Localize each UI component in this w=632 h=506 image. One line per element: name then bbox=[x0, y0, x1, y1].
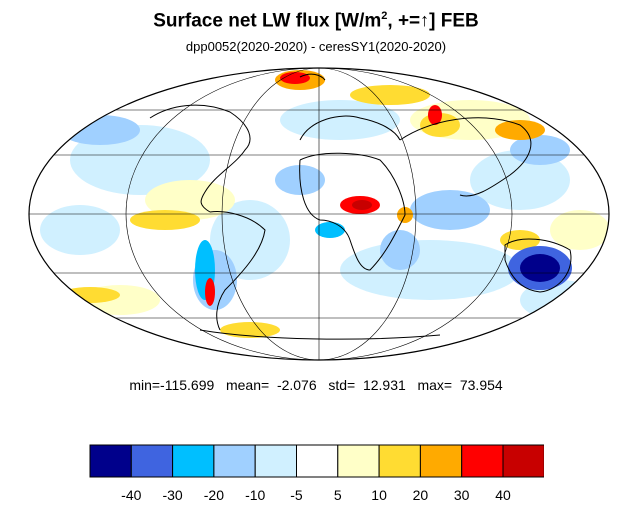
colorbar bbox=[89, 444, 544, 478]
world-map bbox=[28, 67, 610, 361]
colorbar-tick-label: 20 bbox=[412, 487, 429, 503]
colorbar-box bbox=[378, 444, 421, 478]
map-subtitle: dpp0052(2020-2020) - ceresSY1(2020-2020) bbox=[185, 39, 447, 54]
colorbar-tick-label: 40 bbox=[495, 487, 511, 503]
colorbar-box bbox=[461, 444, 504, 478]
australia-anomaly bbox=[508, 246, 572, 290]
graticule bbox=[29, 68, 609, 360]
max-label: max= bbox=[417, 377, 453, 393]
min-label: min= bbox=[129, 377, 161, 393]
title-tail: ] FEB bbox=[429, 10, 479, 32]
min-value: -115.699 bbox=[160, 377, 215, 393]
colorbar-tick-label: 30 bbox=[453, 487, 470, 503]
title-superscript: 2 bbox=[381, 10, 388, 22]
coastlines bbox=[149, 73, 572, 340]
map-title: Surface net LW flux [W/m2, +=↑] FEB bbox=[0, 10, 632, 32]
colorbar-tick-label: 5 bbox=[333, 487, 342, 503]
mean-label: mean= bbox=[225, 377, 270, 393]
mean-value: -2.076 bbox=[276, 377, 317, 393]
colorbar-box bbox=[89, 444, 132, 478]
colorbar-tick-label: 10 bbox=[371, 487, 387, 503]
title-suffix: , += bbox=[387, 10, 421, 32]
colorbar-box bbox=[130, 444, 174, 478]
colorbar-box bbox=[419, 444, 463, 478]
colorbar-tick-label: -40 bbox=[121, 487, 142, 503]
map-outline bbox=[28, 67, 610, 361]
statistics-line: min=-115.699 mean= -2.076 std= 12.931 ma… bbox=[0, 377, 632, 393]
colorbar-box bbox=[337, 444, 380, 478]
title-text: Surface net LW flux [W/m bbox=[153, 10, 382, 32]
colorbar-tick-label: -10 bbox=[245, 487, 266, 503]
up-arrow-icon: ↑ bbox=[420, 10, 430, 31]
colorbar-box bbox=[213, 444, 256, 478]
colorbar-box bbox=[296, 444, 339, 478]
colorbar-box bbox=[172, 444, 215, 478]
colorbar-box bbox=[254, 444, 297, 478]
colorbar-tick-label: -20 bbox=[203, 487, 225, 503]
colorbar-box bbox=[502, 444, 544, 478]
std-value: 12.931 bbox=[362, 377, 406, 393]
colorbar-tick-label: -30 bbox=[162, 487, 183, 503]
max-value: 73.954 bbox=[459, 377, 503, 393]
map-field bbox=[29, 68, 609, 360]
std-label: std= bbox=[328, 377, 356, 393]
colorbar-tick-label: -5 bbox=[290, 487, 303, 503]
